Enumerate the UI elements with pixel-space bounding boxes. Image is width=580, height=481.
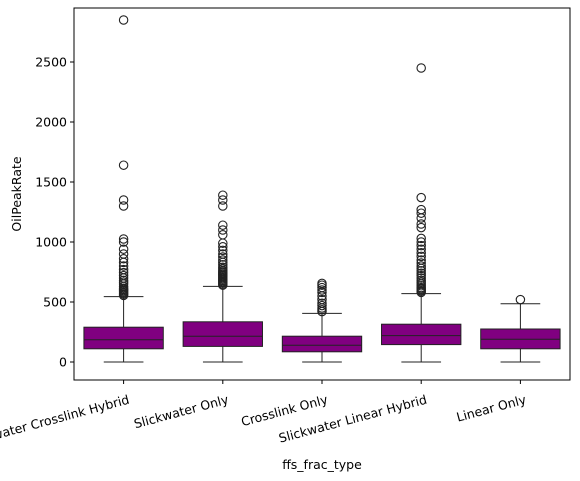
outlier-point	[416, 268, 426, 278]
y-tick-label: 2000	[35, 115, 67, 130]
outlier-point	[118, 244, 129, 254]
box-group	[480, 294, 561, 363]
box-body	[381, 323, 462, 346]
outlier-point	[317, 285, 327, 295]
box-body	[182, 321, 263, 347]
outlier-point	[118, 15, 129, 25]
y-tick-label: 1500	[35, 175, 67, 190]
y-axis-ticks: 0 500 1000 1500 2000 2500	[35, 55, 74, 370]
outlier-point	[317, 294, 327, 305]
outlier-point	[118, 201, 129, 211]
x-tick-label: Slickwater Only	[132, 392, 230, 432]
outlier-point	[218, 252, 228, 262]
outlier-point	[118, 237, 129, 247]
outlier-point	[218, 190, 228, 200]
outlier-point	[416, 237, 426, 247]
x-tick-label: Slickwater Crosslink Hybrid	[0, 392, 131, 451]
outlier-point	[416, 273, 426, 283]
outlier-point	[218, 225, 228, 235]
outlier-point	[416, 222, 426, 233]
outlier-point	[118, 254, 129, 264]
y-axis-label: OilPeakRate	[9, 156, 24, 231]
x-axis-label: ffs_frac_type	[282, 457, 362, 472]
outlier-point	[317, 278, 327, 289]
outlier-point	[416, 219, 426, 229]
outlier-point	[118, 249, 129, 259]
y-tick-label: 1000	[35, 235, 67, 250]
box-group	[281, 278, 363, 363]
outlier-point	[416, 266, 426, 276]
outlier-point	[218, 262, 228, 272]
outlier-point	[416, 244, 426, 254]
outlier-point	[416, 204, 426, 215]
outlier-point	[317, 287, 327, 298]
box-group	[182, 190, 263, 363]
outlier-point	[118, 195, 129, 205]
outlier-point	[317, 282, 327, 293]
outlier-point	[416, 240, 426, 251]
outlier-point	[118, 275, 129, 286]
outlier-point	[218, 242, 228, 252]
outlier-point	[218, 220, 228, 230]
box-group	[83, 15, 164, 363]
outlier-point	[416, 213, 426, 223]
outlier-point	[218, 249, 228, 259]
x-tick-label: Linear Only	[455, 392, 528, 425]
outlier-point	[416, 192, 426, 203]
outlier-point	[218, 255, 228, 265]
box-body	[281, 335, 363, 353]
y-tick-label: 2500	[35, 55, 67, 70]
outlier-point	[218, 195, 228, 205]
outlier-point	[118, 234, 129, 244]
outlier-point	[416, 63, 426, 73]
outlier-point	[218, 201, 228, 211]
outlier-point	[416, 275, 426, 286]
boxes-layer	[83, 15, 561, 363]
x-axis-ticks: Slickwater Crosslink Hybrid Slickwater On…	[0, 380, 528, 450]
box-body	[83, 326, 164, 350]
box-group	[381, 63, 462, 363]
outlier-point	[118, 267, 129, 278]
outlier-point	[515, 294, 526, 305]
outlier-point	[218, 245, 228, 256]
outlier-point	[416, 255, 426, 265]
outlier-point	[317, 300, 327, 311]
outlier-point	[118, 264, 129, 275]
outlier-point	[118, 160, 129, 170]
y-tick-label: 500	[43, 295, 67, 310]
outlier-point	[218, 230, 228, 240]
outlier-point	[416, 270, 426, 281]
outlier-point	[416, 261, 426, 271]
outlier-point	[416, 233, 426, 244]
y-tick-label: 0	[59, 355, 67, 370]
outlier-point	[118, 261, 129, 271]
outlier-point	[416, 258, 426, 268]
outlier-point	[118, 270, 129, 281]
outlier-point	[218, 260, 228, 270]
outlier-point	[416, 248, 426, 258]
outlier-point	[416, 251, 426, 262]
outlier-point	[317, 298, 327, 308]
outlier-point	[416, 208, 426, 218]
